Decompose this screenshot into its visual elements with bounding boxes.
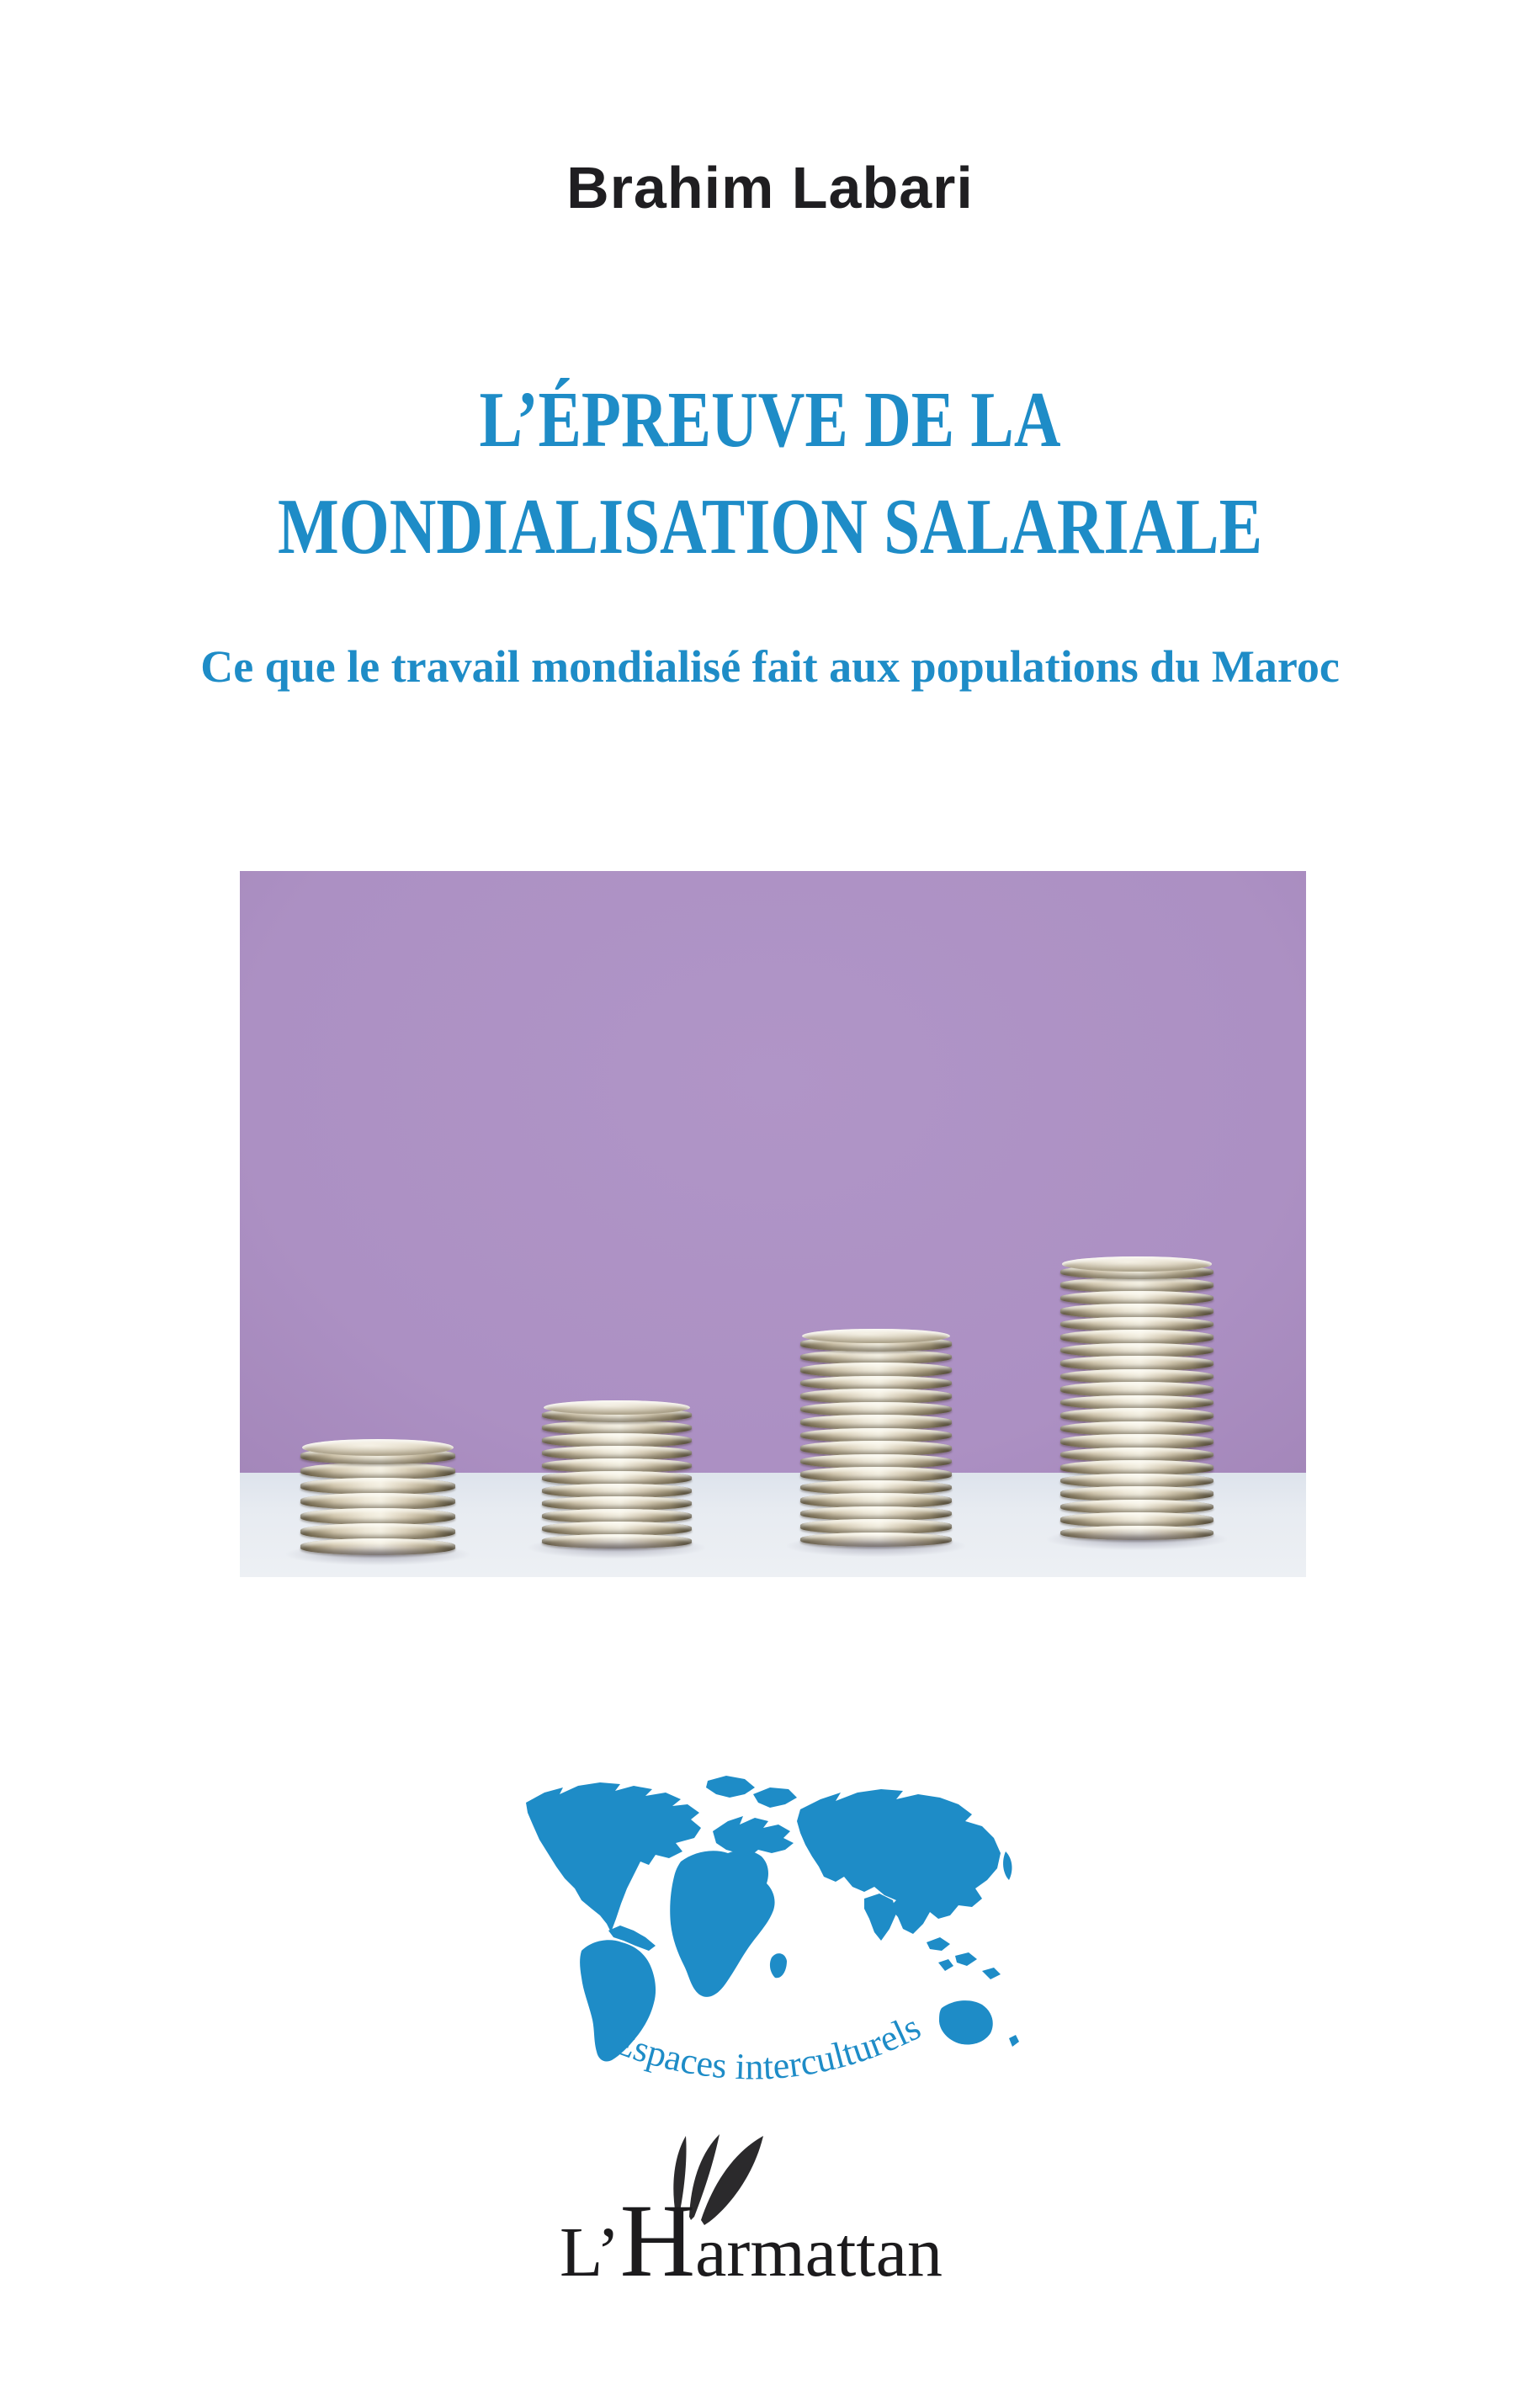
coin	[1060, 1330, 1213, 1345]
coin	[1060, 1473, 1213, 1488]
coin	[542, 1509, 692, 1523]
coin	[542, 1484, 692, 1498]
coin	[1060, 1316, 1213, 1331]
coin-top-face	[300, 1438, 455, 1464]
central-america-landmass	[608, 1926, 656, 1951]
coin	[800, 1453, 952, 1469]
coin	[800, 1427, 952, 1442]
collection-name-curved-text: Espaces interculturels	[607, 2006, 927, 2088]
coin	[300, 1478, 455, 1495]
publisher-wordmark: L’Harmattan	[560, 2183, 943, 2298]
coin	[800, 1441, 952, 1456]
coin	[800, 1415, 952, 1430]
southeast-asia-islands	[927, 1937, 1001, 1979]
coin	[1060, 1447, 1213, 1462]
coin	[1060, 1525, 1213, 1540]
book-title: L’ÉPREUVE DE LA MONDIALISATION SALARIALE	[139, 367, 1402, 581]
coin	[542, 1522, 692, 1536]
coin	[542, 1534, 692, 1548]
madagascar-island	[769, 1953, 787, 1979]
south-america-landmass	[580, 1940, 656, 2062]
author-name: Brahim Labari	[566, 155, 974, 220]
coin	[800, 1362, 952, 1378]
coin	[1060, 1421, 1213, 1436]
coin	[800, 1375, 952, 1390]
quill-feather-icon	[701, 2136, 763, 2225]
coin	[1060, 1382, 1213, 1397]
coin	[800, 1401, 952, 1416]
greenland-landmass	[706, 1776, 755, 1798]
coin-stack-2	[528, 1400, 706, 1559]
quill-feather-icon	[689, 2134, 720, 2220]
coin	[542, 1496, 692, 1511]
coin-stack-3	[786, 1329, 966, 1557]
coin	[1060, 1512, 1213, 1527]
coin	[300, 1523, 455, 1540]
australia-landmass	[939, 2000, 993, 2045]
coin	[800, 1479, 952, 1495]
coin-stack-4	[1046, 1256, 1228, 1550]
coin	[542, 1421, 692, 1435]
coin	[542, 1446, 692, 1460]
world-map-continents	[526, 1776, 1019, 2062]
asia-landmass	[797, 1789, 1001, 1934]
cover-photo-coin-stacks	[240, 871, 1306, 1577]
coin	[1060, 1368, 1213, 1384]
coin	[1060, 1356, 1213, 1371]
coin	[800, 1532, 952, 1547]
coin	[1060, 1460, 1213, 1475]
coin-top-face	[800, 1329, 952, 1352]
coin	[542, 1458, 692, 1473]
world-map-logo: Espaces interculturels	[526, 1776, 1019, 2088]
africa-landmass	[670, 1850, 775, 1997]
japan-islands	[1003, 1851, 1012, 1880]
coin	[1060, 1342, 1213, 1357]
coin	[300, 1538, 455, 1555]
europe-landmass	[713, 1816, 794, 1856]
scandinavia-landmass	[753, 1787, 797, 1808]
coin	[1060, 1408, 1213, 1423]
coin	[300, 1463, 455, 1479]
coin-top-face	[1060, 1256, 1213, 1279]
india-landmass	[864, 1894, 896, 1941]
quill-feather-icon	[673, 2136, 687, 2218]
coin	[1060, 1304, 1213, 1319]
coin	[1060, 1434, 1213, 1449]
coin	[800, 1349, 952, 1364]
book-subtitle: Ce que le travail mondialisé fait aux po…	[200, 641, 1340, 692]
coin	[300, 1508, 455, 1525]
coin	[800, 1519, 952, 1534]
coin	[1060, 1499, 1213, 1514]
coin	[300, 1493, 455, 1510]
title-line-2: MONDIALISATION SALARIALE	[278, 482, 1262, 571]
coin	[800, 1506, 952, 1521]
coin	[1060, 1486, 1213, 1501]
north-america-landmass	[526, 1782, 701, 1932]
title-line-1: L’ÉPREUVE DE LA	[479, 376, 1061, 464]
coin	[800, 1389, 952, 1404]
coin-stack-1	[286, 1438, 470, 1565]
new-zealand-islands	[1009, 2035, 1019, 2047]
coin	[1060, 1290, 1213, 1305]
coin	[1060, 1277, 1213, 1293]
publisher-logo: L’Harmattan	[560, 2134, 943, 2298]
coin	[800, 1493, 952, 1508]
coin	[542, 1433, 692, 1447]
coin-top-face	[542, 1400, 692, 1422]
coin	[542, 1471, 692, 1485]
coin	[1060, 1394, 1213, 1410]
coin	[800, 1467, 952, 1482]
